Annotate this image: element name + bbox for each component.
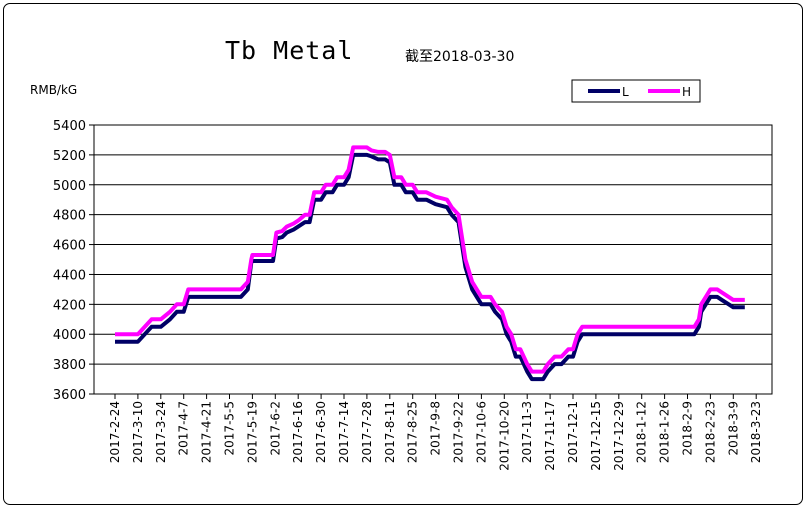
x-tick-label: 2017-11-3 xyxy=(520,401,534,463)
x-tick-label: 2017-8-11 xyxy=(383,401,397,463)
x-tick-label: 2017-3-24 xyxy=(154,401,168,463)
x-tick-label: 2017-6-2 xyxy=(268,401,282,455)
x-tick-label: 2017-12-1 xyxy=(566,401,580,463)
y-tick-label: 4600 xyxy=(53,239,86,254)
x-tick-label: 2017-10-6 xyxy=(474,401,488,463)
chart-subtitle: 截至2018-03-30 xyxy=(405,49,515,65)
x-tick-label: 2017-11-17 xyxy=(543,401,557,471)
series-line-h xyxy=(115,145,745,374)
plot-area xyxy=(93,124,773,395)
series-line-l xyxy=(115,152,745,382)
y-tick-label: 3800 xyxy=(53,358,86,373)
x-tick-label: 2017-4-21 xyxy=(200,401,214,463)
y-tick-label: 4000 xyxy=(53,328,86,343)
x-tick-label: 2017-3-10 xyxy=(131,401,145,463)
x-tick-label: 2017-2-24 xyxy=(108,401,122,463)
x-tick-label: 2017-12-15 xyxy=(589,401,603,471)
x-tick-label: 2017-9-8 xyxy=(429,401,443,455)
x-tick-label: 2018-3-9 xyxy=(726,401,740,455)
x-tick-label: 2018-1-26 xyxy=(658,401,672,463)
y-tick-label: 4400 xyxy=(53,268,86,283)
x-tick-label: 2018-2-23 xyxy=(703,401,717,463)
y-tick-label: 5000 xyxy=(53,179,86,194)
legend-label-h: H xyxy=(682,85,691,99)
x-tick-label: 2017-5-19 xyxy=(245,401,259,463)
x-tick-label: 2017-5-5 xyxy=(223,401,237,455)
x-tick-label: 2018-3-23 xyxy=(749,401,763,463)
x-tick-label: 2017-6-30 xyxy=(314,401,328,463)
x-tick-label: 2017-4-7 xyxy=(177,401,191,455)
y-tick-label: 4800 xyxy=(53,209,86,224)
chart-title: Tb Metal xyxy=(225,36,354,65)
x-tick-label: 2018-2-9 xyxy=(681,401,695,455)
chart-legend: L H xyxy=(571,79,701,103)
x-tick-label: 2017-8-25 xyxy=(406,401,420,463)
y-tick-label: 4200 xyxy=(53,298,86,313)
legend-label-l: L xyxy=(622,85,629,99)
x-tick-label: 2017-10-20 xyxy=(497,401,511,471)
x-tick-label: 2017-7-28 xyxy=(360,401,374,463)
x-tick-label: 2017-7-14 xyxy=(337,401,351,463)
y-tick-label: 5200 xyxy=(53,149,86,164)
y-axis-unit-label: RMB/kG xyxy=(30,83,78,97)
x-tick-label: 2017-9-22 xyxy=(452,401,466,463)
x-tick-label: 2017-12-29 xyxy=(612,401,626,471)
y-tick-label: 3600 xyxy=(53,388,86,403)
y-tick-label: 5400 xyxy=(53,119,86,134)
x-tick-label: 2018-1-12 xyxy=(635,401,649,463)
x-tick-label: 2017-6-16 xyxy=(291,401,305,463)
chart-frame xyxy=(3,3,803,505)
